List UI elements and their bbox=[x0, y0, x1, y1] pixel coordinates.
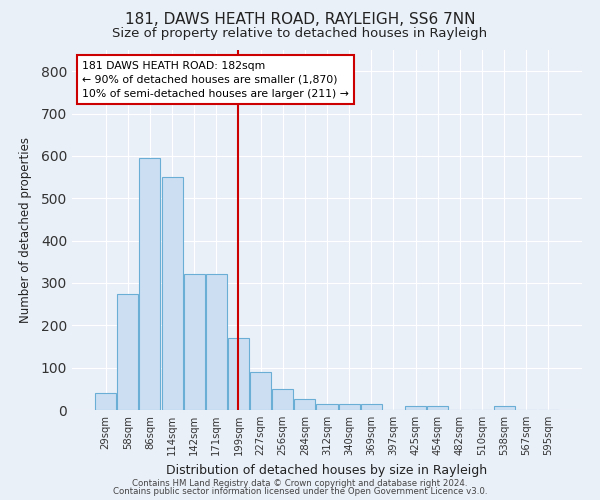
Text: 181, DAWS HEATH ROAD, RAYLEIGH, SS6 7NN: 181, DAWS HEATH ROAD, RAYLEIGH, SS6 7NN bbox=[125, 12, 475, 28]
Bar bbox=[427, 406, 448, 410]
Bar bbox=[95, 393, 116, 410]
Bar bbox=[295, 400, 316, 410]
X-axis label: Distribution of detached houses by size in Rayleigh: Distribution of detached houses by size … bbox=[166, 464, 488, 476]
Text: Contains HM Land Registry data © Crown copyright and database right 2024.: Contains HM Land Registry data © Crown c… bbox=[132, 478, 468, 488]
Bar bbox=[139, 158, 160, 410]
Bar bbox=[494, 406, 515, 410]
Bar bbox=[316, 404, 338, 410]
Bar bbox=[118, 294, 139, 410]
Bar bbox=[206, 274, 227, 410]
Text: Contains public sector information licensed under the Open Government Licence v3: Contains public sector information licen… bbox=[113, 487, 487, 496]
Bar bbox=[338, 404, 359, 410]
Bar bbox=[250, 372, 271, 410]
Y-axis label: Number of detached properties: Number of detached properties bbox=[19, 137, 32, 323]
Bar bbox=[405, 406, 426, 410]
Bar bbox=[161, 177, 182, 410]
Text: Size of property relative to detached houses in Rayleigh: Size of property relative to detached ho… bbox=[112, 28, 488, 40]
Bar bbox=[272, 389, 293, 410]
Bar bbox=[361, 404, 382, 410]
Text: 181 DAWS HEATH ROAD: 182sqm
← 90% of detached houses are smaller (1,870)
10% of : 181 DAWS HEATH ROAD: 182sqm ← 90% of det… bbox=[82, 61, 349, 99]
Bar bbox=[228, 338, 249, 410]
Bar bbox=[184, 274, 205, 410]
